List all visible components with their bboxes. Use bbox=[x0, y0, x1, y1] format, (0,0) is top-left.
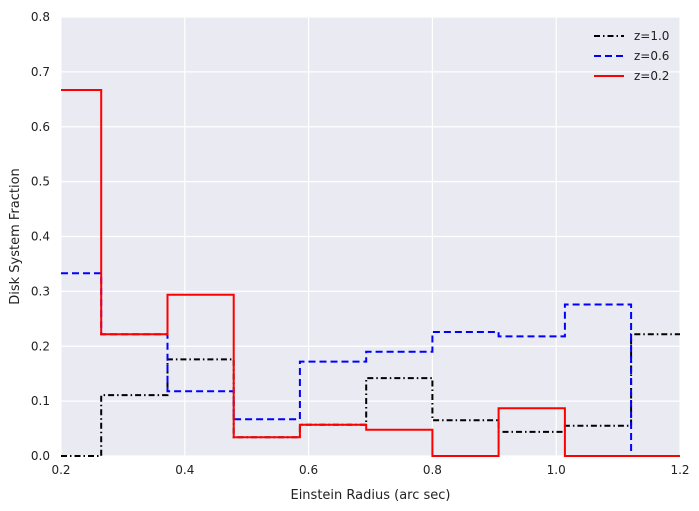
legend-label: z=0.2 bbox=[634, 69, 669, 83]
y-tick-label: 0.3 bbox=[31, 284, 50, 298]
series-lines bbox=[61, 89, 680, 457]
x-tick-label: 0.4 bbox=[175, 463, 194, 477]
series-line-2 bbox=[61, 272, 680, 457]
x-tick-label: 0.8 bbox=[423, 463, 442, 477]
series-line-3 bbox=[61, 89, 680, 457]
x-tick-labels: 0.2 0.4 0.6 0.8 1.0 1.2 bbox=[51, 463, 689, 477]
legend-label: z=1.0 bbox=[634, 29, 669, 43]
legend-label: z=0.6 bbox=[634, 49, 669, 63]
y-tick-label: 0.4 bbox=[31, 230, 50, 244]
series-line-1 bbox=[61, 333, 680, 457]
legend: z=1.0 z=0.6 z=0.2 bbox=[594, 29, 669, 83]
x-axis-label: Einstein Radius (arc sec) bbox=[290, 488, 450, 503]
y-tick-label: 0.5 bbox=[31, 175, 50, 189]
x-tick-label: 0.2 bbox=[51, 463, 70, 477]
x-tick-label: 1.2 bbox=[670, 463, 689, 477]
x-tick-label: 1.0 bbox=[547, 463, 566, 477]
y-tick-label: 0.0 bbox=[31, 449, 50, 463]
y-tick-label: 0.2 bbox=[31, 339, 50, 353]
x-tick-label: 0.6 bbox=[299, 463, 318, 477]
grid-lines bbox=[60, 16, 681, 457]
y-axis-label: Disk System Fraction bbox=[8, 168, 23, 305]
y-tick-label: 0.6 bbox=[31, 120, 50, 134]
y-tick-label: 0.8 bbox=[31, 10, 50, 24]
y-tick-label: 0.1 bbox=[31, 394, 50, 408]
y-tick-label: 0.7 bbox=[31, 65, 50, 79]
y-tick-labels: 0.0 0.1 0.2 0.3 0.4 0.5 0.6 0.7 0.8 bbox=[31, 10, 50, 463]
